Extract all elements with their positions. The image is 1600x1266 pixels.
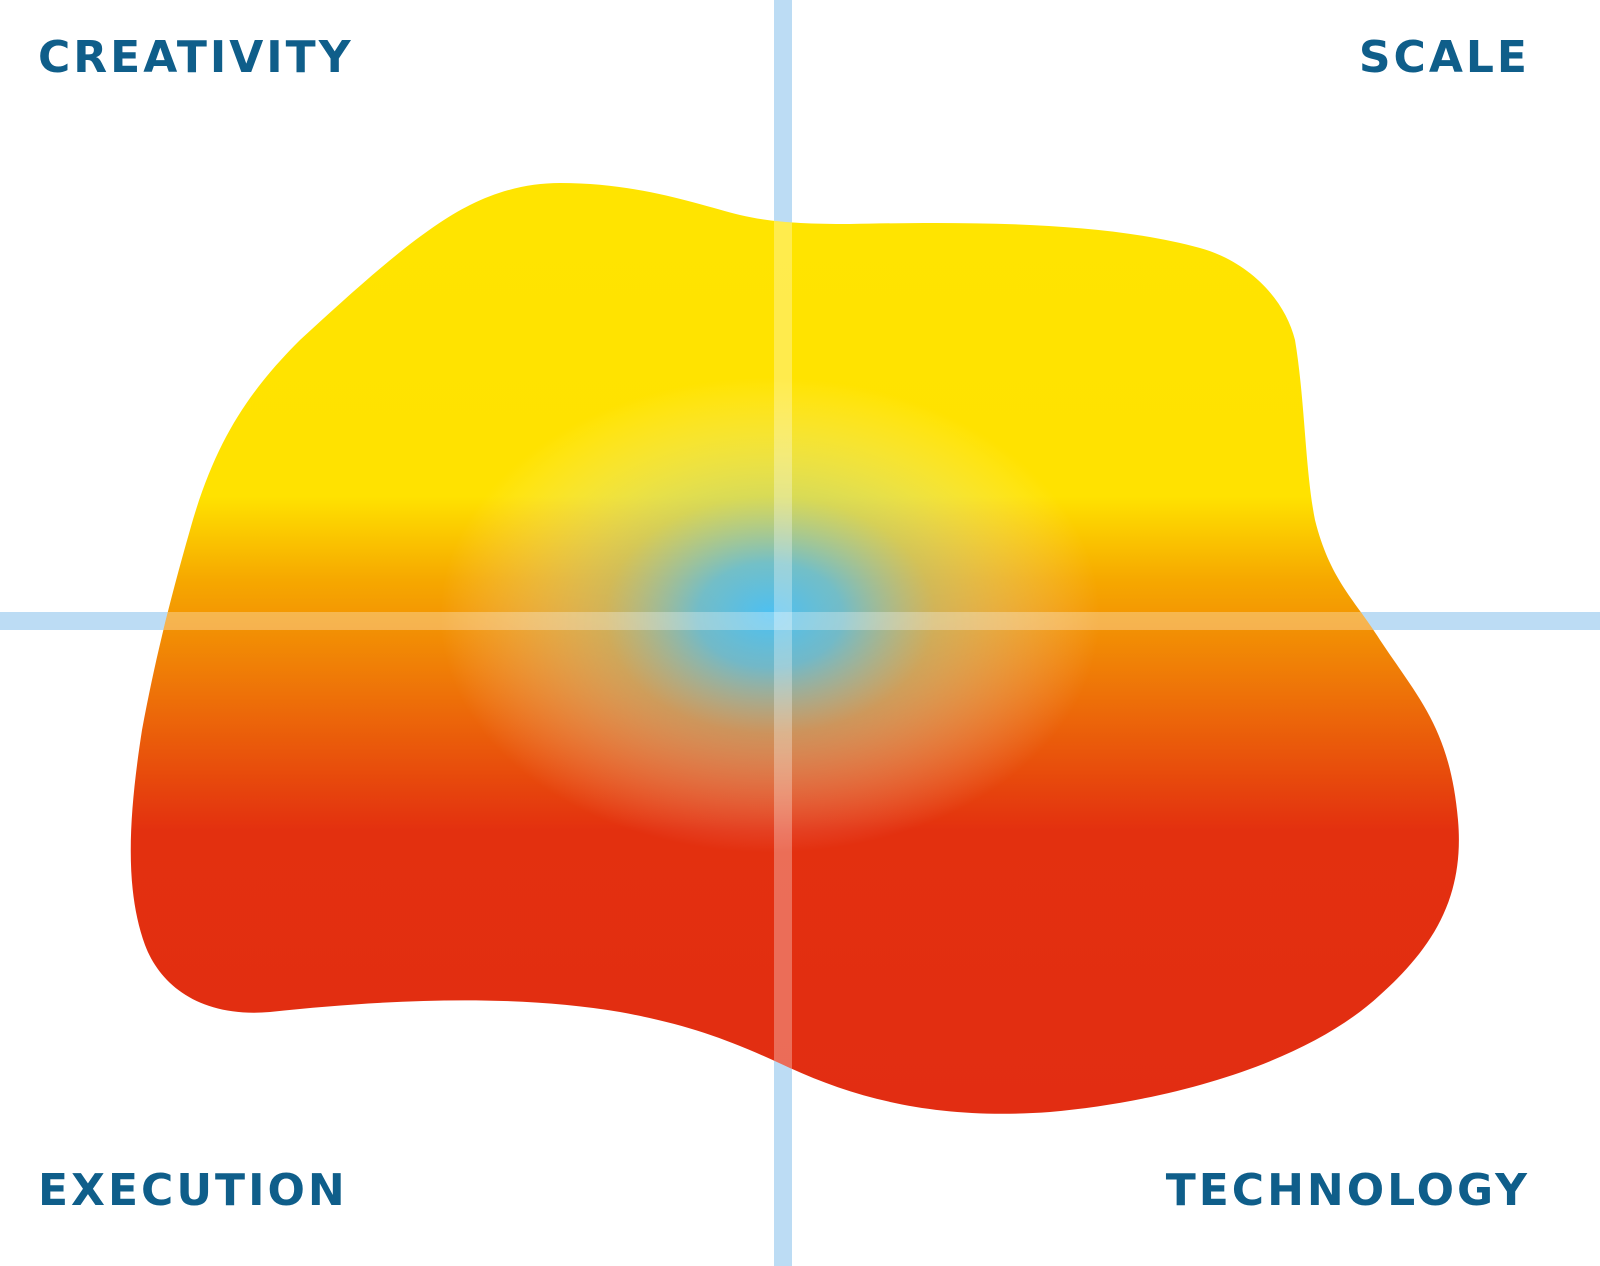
quadrant-label: SCALE [1359, 32, 1530, 83]
quadrant-label: TECHNOLOGY [1166, 1165, 1530, 1216]
quadrant-label: EXECUTION [38, 1165, 348, 1216]
quadrant-label: CREATIVITY [38, 32, 354, 83]
